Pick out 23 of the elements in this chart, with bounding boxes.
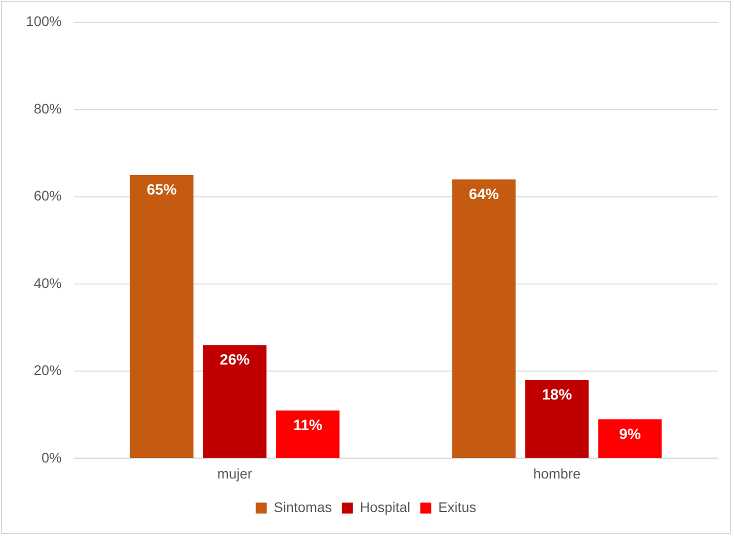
data-label: 9% xyxy=(619,426,641,443)
bar xyxy=(452,179,516,458)
legend-label: Hospital xyxy=(360,498,410,515)
bar xyxy=(525,380,589,458)
y-tick-label: 40% xyxy=(34,274,62,291)
x-tick-label: hombre xyxy=(533,466,581,482)
data-label: 26% xyxy=(220,352,250,369)
bar xyxy=(276,410,340,458)
bar xyxy=(202,345,266,458)
y-tick-label: 80% xyxy=(34,100,62,116)
x-tick-label: mujer xyxy=(217,466,253,482)
bar xyxy=(598,419,662,458)
y-tick-label: 60% xyxy=(34,188,62,204)
data-label: 65% xyxy=(146,182,177,199)
y-tick-label: 100% xyxy=(26,13,62,30)
data-label: 18% xyxy=(542,386,572,404)
legend-label: Exitus xyxy=(438,498,476,515)
bar xyxy=(130,174,194,458)
legend-label: Sintomas xyxy=(274,498,332,515)
y-tick-label: 20% xyxy=(34,362,62,378)
data-label: 11% xyxy=(293,417,322,434)
data-label: 64% xyxy=(468,186,499,203)
y-tick-label: 0% xyxy=(41,449,62,466)
